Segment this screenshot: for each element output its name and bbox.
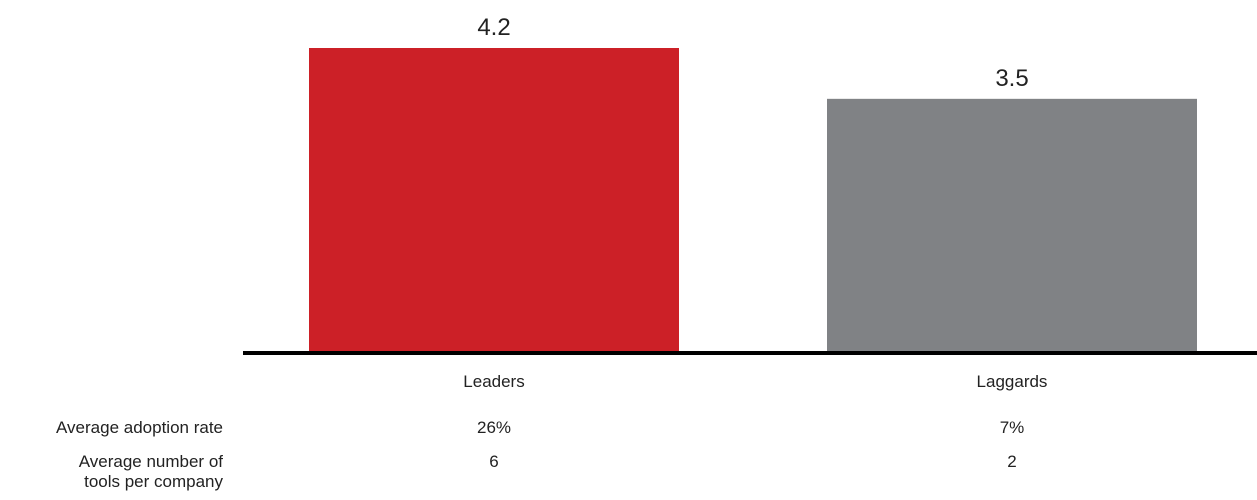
- tools-per-company-laggards: 2: [1007, 452, 1017, 471]
- category-label-leaders: Leaders: [463, 372, 524, 391]
- data-label-leaders: 4.2: [477, 14, 510, 41]
- adoption-rate-label: Average adoption rate: [56, 418, 223, 437]
- data-label-laggards: 3.5: [995, 65, 1028, 92]
- adoption-rate-leaders: 26%: [476, 418, 512, 437]
- tools-per-company-label: Average number of tools per company: [79, 452, 223, 492]
- adoption-rate-laggards: 7%: [999, 418, 1025, 437]
- bar-leaders: [309, 48, 679, 353]
- labels: 4.2 Leaders 3.5 Laggards: [463, 14, 1047, 391]
- tools-per-company-leaders: 6: [489, 452, 499, 471]
- tools-per-company-label-line-2: tools per company: [84, 472, 223, 491]
- bar-laggards: [827, 98, 1197, 353]
- bars: [309, 48, 1197, 353]
- category-label-laggards: Laggards: [977, 372, 1048, 391]
- tools-per-company-label-line-1: Average number of: [78, 452, 223, 471]
